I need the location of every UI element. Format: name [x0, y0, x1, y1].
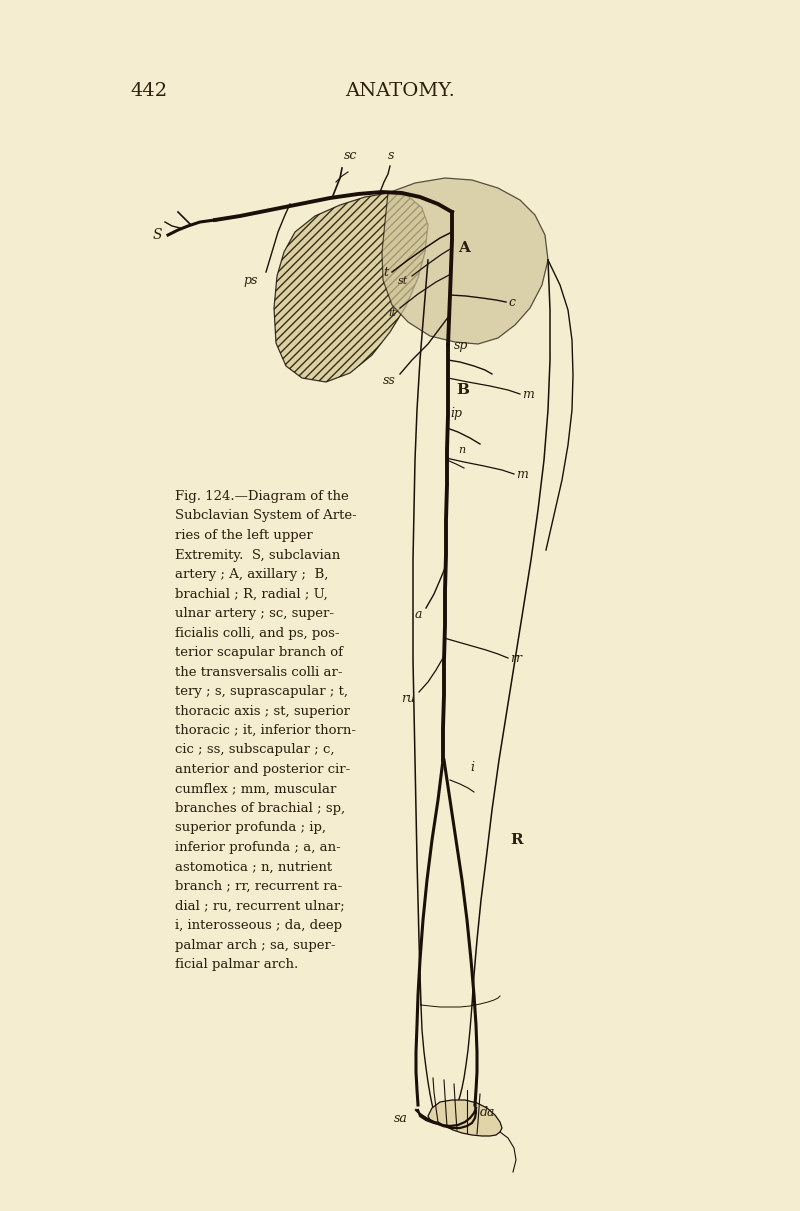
Text: st: st	[398, 276, 408, 286]
Text: c: c	[508, 295, 515, 309]
Text: Subclavian System of Arte-: Subclavian System of Arte-	[175, 510, 357, 522]
Text: m: m	[516, 467, 528, 481]
Text: i, interosseous ; da, deep: i, interosseous ; da, deep	[175, 919, 342, 932]
Text: sc: sc	[344, 149, 358, 162]
Text: B: B	[456, 383, 469, 397]
Text: dial ; ru, recurrent ulnar;: dial ; ru, recurrent ulnar;	[175, 900, 345, 913]
Text: sp: sp	[454, 339, 468, 352]
Text: ru: ru	[401, 691, 415, 705]
Text: n: n	[458, 444, 465, 455]
Text: palmar arch ; sa, super-: palmar arch ; sa, super-	[175, 939, 335, 952]
Text: ss: ss	[383, 374, 396, 388]
Text: a: a	[414, 608, 422, 621]
Text: 442: 442	[130, 82, 167, 101]
Text: tery ; s, suprascapular ; t,: tery ; s, suprascapular ; t,	[175, 685, 348, 698]
Text: A: A	[458, 241, 470, 256]
Text: superior profunda ; ip,: superior profunda ; ip,	[175, 821, 326, 834]
Text: thoracic axis ; st, superior: thoracic axis ; st, superior	[175, 705, 350, 717]
Text: thoracic ; it, inferior thorn-: thoracic ; it, inferior thorn-	[175, 724, 356, 737]
Text: ulnar artery ; sc, super-: ulnar artery ; sc, super-	[175, 607, 334, 620]
Polygon shape	[382, 178, 548, 344]
Text: artery ; A, axillary ;  B,: artery ; A, axillary ; B,	[175, 568, 328, 581]
Text: branch ; rr, recurrent ra-: branch ; rr, recurrent ra-	[175, 880, 342, 893]
Text: s: s	[388, 149, 394, 162]
Text: terior scapular branch of: terior scapular branch of	[175, 645, 343, 659]
Text: m: m	[522, 388, 534, 401]
Text: Fig. 124.—Diagram of the: Fig. 124.—Diagram of the	[175, 490, 349, 503]
Text: brachial ; R, radial ; U,: brachial ; R, radial ; U,	[175, 587, 328, 601]
Text: ficialis colli, and ps, pos-: ficialis colli, and ps, pos-	[175, 626, 339, 639]
Text: sa: sa	[394, 1112, 408, 1125]
Text: ries of the left upper: ries of the left upper	[175, 529, 313, 543]
Text: t: t	[383, 265, 388, 279]
Text: R: R	[510, 833, 522, 846]
Text: ip: ip	[450, 407, 462, 420]
Text: ANATOMY.: ANATOMY.	[345, 82, 455, 101]
Polygon shape	[274, 193, 428, 381]
Polygon shape	[428, 1100, 502, 1136]
Text: the transversalis colli ar-: the transversalis colli ar-	[175, 666, 342, 678]
Text: anterior and posterior cir-: anterior and posterior cir-	[175, 763, 350, 776]
Text: cic ; ss, subscapular ; c,: cic ; ss, subscapular ; c,	[175, 744, 334, 757]
Text: ficial palmar arch.: ficial palmar arch.	[175, 958, 298, 971]
Text: it: it	[388, 308, 396, 318]
Text: branches of brachial ; sp,: branches of brachial ; sp,	[175, 802, 345, 815]
Text: da: da	[480, 1106, 495, 1119]
Text: ps: ps	[244, 274, 258, 287]
Text: inferior profunda ; a, an-: inferior profunda ; a, an-	[175, 840, 341, 854]
Text: S: S	[153, 228, 162, 242]
Text: Extremity.  S, subclavian: Extremity. S, subclavian	[175, 549, 340, 562]
Text: cumflex ; mm, muscular: cumflex ; mm, muscular	[175, 782, 336, 796]
Text: rr: rr	[510, 652, 522, 665]
Text: i: i	[470, 761, 474, 774]
Text: astomotica ; n, nutrient: astomotica ; n, nutrient	[175, 861, 332, 873]
